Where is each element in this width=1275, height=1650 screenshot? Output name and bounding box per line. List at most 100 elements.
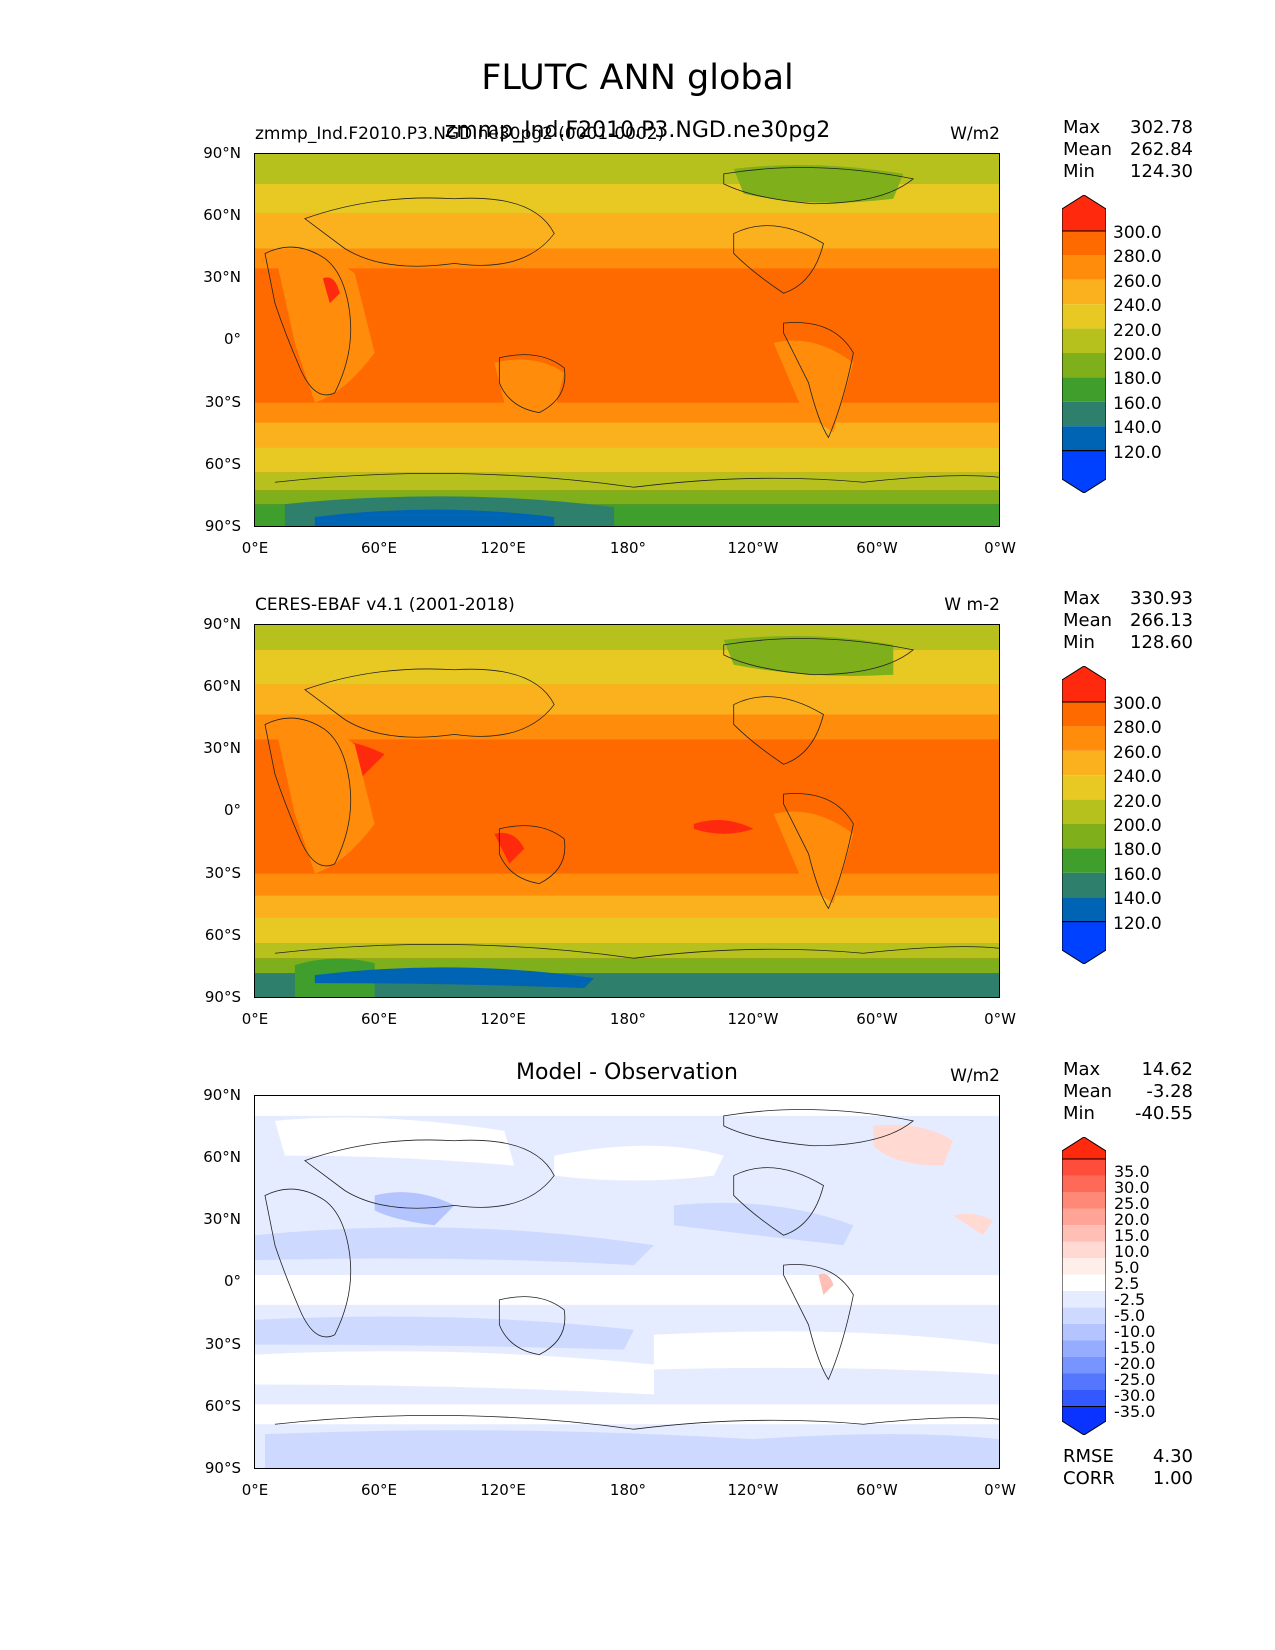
colorbar-label: 20.0 bbox=[1114, 1210, 1150, 1229]
stat-mean: 262.84 bbox=[1130, 139, 1193, 160]
colorbar-label: 220.0 bbox=[1113, 792, 1162, 812]
stat-label: Min bbox=[1063, 1103, 1095, 1124]
panel2-colorbar bbox=[1061, 665, 1107, 968]
panel1-lon-label: 0°W bbox=[984, 539, 1016, 557]
colorbar-label: -30.0 bbox=[1114, 1386, 1156, 1405]
stat-max: 14.62 bbox=[1141, 1059, 1193, 1080]
panel2-lon-label: 120°W bbox=[727, 1010, 779, 1028]
stat-label: Mean bbox=[1063, 1081, 1113, 1102]
stat-mean: -3.28 bbox=[1146, 1081, 1193, 1102]
stat-label: Mean bbox=[1063, 610, 1113, 631]
stat-mean: 266.13 bbox=[1130, 610, 1193, 631]
panel2-lon-label: 60°E bbox=[360, 1010, 398, 1028]
panel2-lon-label: 0°E bbox=[241, 1010, 269, 1028]
panel3-stats: Max 14.62 Mean -3.28 Min -40.55 bbox=[1063, 1059, 1193, 1125]
panel1-lat-label: 0° bbox=[223, 330, 241, 348]
stat-label: Max bbox=[1063, 1059, 1101, 1080]
colorbar-label: 240.0 bbox=[1113, 296, 1162, 316]
panel1-title-left: zmmp_Ind.F2010.P3.NGD.ne30pg2 (0001-0002… bbox=[255, 124, 665, 144]
panel3-colorbar bbox=[1061, 1136, 1107, 1439]
panel3-lat-label: 0° bbox=[223, 1272, 241, 1290]
stat-label: Max bbox=[1063, 117, 1101, 138]
panel1-lon-label: 60°W bbox=[856, 539, 898, 557]
panel3-lon-label: 0°E bbox=[241, 1481, 269, 1499]
panel2-lat-label: 0° bbox=[223, 801, 241, 819]
panel3-map bbox=[254, 1095, 1000, 1469]
colorbar-label: 260.0 bbox=[1113, 272, 1162, 292]
colorbar-label: -5.0 bbox=[1114, 1306, 1146, 1325]
panel2-title-left: CERES-EBAF v4.1 (2001-2018) bbox=[255, 595, 515, 615]
panel1-lon-label: 180° bbox=[609, 539, 647, 557]
panel2-stats: Max 330.93 Mean 266.13 Min 128.60 bbox=[1063, 588, 1193, 654]
panel1-units: W/m2 bbox=[950, 124, 1000, 144]
stat-rmse: 4.30 bbox=[1152, 1446, 1193, 1467]
panel3-lat-label: 60°S bbox=[204, 1397, 241, 1415]
panel2-lat-label: 60°S bbox=[204, 926, 241, 944]
colorbar-label: 280.0 bbox=[1113, 247, 1162, 267]
colorbar-label: 120.0 bbox=[1113, 443, 1162, 463]
panel1-title-center: zmmp_Ind.F2010.P3.NGD.ne30pg2 bbox=[444, 118, 831, 143]
panel2-lon-label: 60°W bbox=[856, 1010, 898, 1028]
colorbar-label: 200.0 bbox=[1113, 816, 1162, 836]
stat-corr: 1.00 bbox=[1152, 1468, 1193, 1489]
colorbar-label: 200.0 bbox=[1113, 345, 1162, 365]
stat-label: Max bbox=[1063, 588, 1101, 609]
colorbar-label: 280.0 bbox=[1113, 718, 1162, 738]
colorbar-label: 160.0 bbox=[1113, 865, 1162, 885]
colorbar-label: 140.0 bbox=[1113, 889, 1162, 909]
colorbar-label: 260.0 bbox=[1113, 743, 1162, 763]
panel3-lon-label: 60°E bbox=[360, 1481, 398, 1499]
stat-label: Mean bbox=[1063, 139, 1113, 160]
colorbar-label: 25.0 bbox=[1114, 1194, 1150, 1213]
colorbar-label: 5.0 bbox=[1114, 1258, 1140, 1277]
panel2-map bbox=[254, 624, 1000, 998]
panel2-lat-label: 90°S bbox=[204, 988, 241, 1006]
panel1-lat-label: 60°N bbox=[203, 206, 241, 224]
colorbar-label: 160.0 bbox=[1113, 394, 1162, 414]
panel3-title: Model - Observation bbox=[516, 1060, 738, 1085]
panel3-lon-label: 120°W bbox=[727, 1481, 779, 1499]
panel1-colorbar bbox=[1061, 194, 1107, 497]
panel2-lat-label: 30°S bbox=[204, 864, 241, 882]
panel1-lat-label: 60°S bbox=[204, 455, 241, 473]
panel3-lat-label: 90°S bbox=[204, 1459, 241, 1477]
panel1-lon-label: 0°E bbox=[241, 539, 269, 557]
panel2-lon-label: 120°E bbox=[480, 1010, 526, 1028]
panel1-lat-label: 90°S bbox=[204, 517, 241, 535]
colorbar-label: -35.0 bbox=[1114, 1402, 1156, 1421]
stat-min: 124.30 bbox=[1130, 161, 1193, 182]
stat-max: 330.93 bbox=[1130, 588, 1193, 609]
colorbar-label: -2.5 bbox=[1114, 1290, 1146, 1309]
colorbar-label: 140.0 bbox=[1113, 418, 1162, 438]
colorbar-label: -25.0 bbox=[1114, 1370, 1156, 1389]
panel3-units: W/m2 bbox=[950, 1066, 1000, 1086]
colorbar-label: 120.0 bbox=[1113, 914, 1162, 934]
panel1-map bbox=[254, 153, 1000, 527]
colorbar-label: 300.0 bbox=[1113, 694, 1162, 714]
colorbar-label: 220.0 bbox=[1113, 321, 1162, 341]
stat-label: Min bbox=[1063, 632, 1095, 653]
colorbar-label: 30.0 bbox=[1114, 1178, 1150, 1197]
stat-label: RMSE bbox=[1063, 1446, 1114, 1467]
colorbar-label: 2.5 bbox=[1114, 1274, 1140, 1293]
panel3-lon-label: 60°W bbox=[856, 1481, 898, 1499]
panel1-lat-label: 30°S bbox=[204, 393, 241, 411]
panel3-lat-label: 30°N bbox=[203, 1210, 241, 1228]
panel1-lon-label: 120°E bbox=[480, 539, 526, 557]
panel3-lat-label: 60°N bbox=[203, 1148, 241, 1166]
stat-min: -40.55 bbox=[1134, 1103, 1193, 1124]
colorbar-label: -20.0 bbox=[1114, 1354, 1156, 1373]
panel1-stats: Max 302.78 Mean 262.84 Min 124.30 bbox=[1063, 117, 1193, 183]
stat-label: CORR bbox=[1063, 1468, 1115, 1489]
panel3-lat-label: 90°N bbox=[203, 1086, 241, 1104]
panel3-lon-label: 120°E bbox=[480, 1481, 526, 1499]
stat-label: Min bbox=[1063, 161, 1095, 182]
panel2-units: W m-2 bbox=[944, 595, 1000, 615]
colorbar-label: 180.0 bbox=[1113, 840, 1162, 860]
panel1-lon-label: 120°W bbox=[727, 539, 779, 557]
colorbar-label: 300.0 bbox=[1113, 223, 1162, 243]
panel1-lat-label: 30°N bbox=[203, 268, 241, 286]
panel1-lon-label: 60°E bbox=[360, 539, 398, 557]
colorbar-label: -15.0 bbox=[1114, 1338, 1156, 1357]
panel2-lon-label: 0°W bbox=[984, 1010, 1016, 1028]
